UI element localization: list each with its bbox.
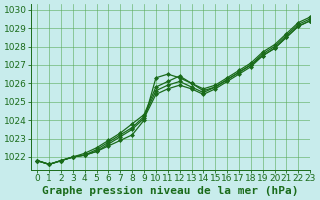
X-axis label: Graphe pression niveau de la mer (hPa): Graphe pression niveau de la mer (hPa)	[43, 186, 299, 196]
